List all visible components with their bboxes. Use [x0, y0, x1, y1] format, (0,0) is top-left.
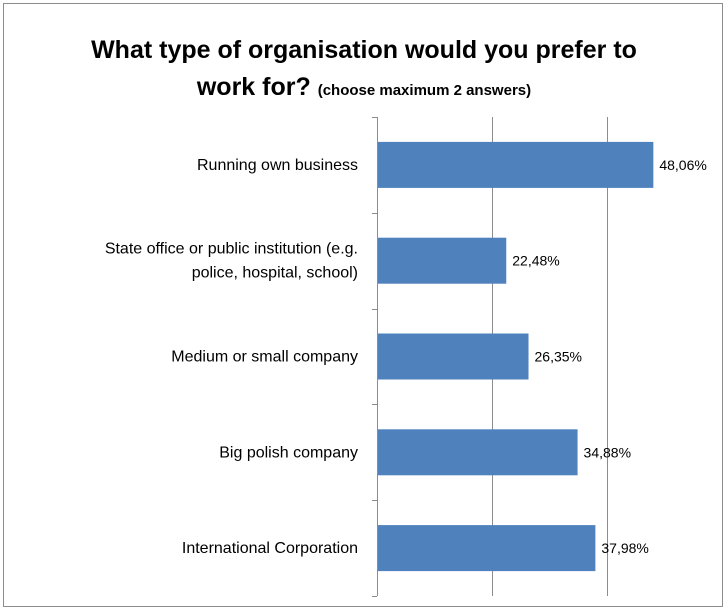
category-label-2-line-1: State office or public institution (e.g. [105, 241, 358, 258]
bar-5 [378, 525, 596, 572]
bar-1 [378, 141, 654, 188]
value-label-1: 48,06% [659, 157, 706, 173]
value-label-5: 37,98% [601, 540, 648, 556]
value-label-3: 26,35% [535, 349, 582, 365]
chart-frame [3, 3, 723, 607]
chart-title-line-1: What type of organisation would you pref… [91, 36, 637, 64]
category-label-5: International Corporation [182, 540, 358, 557]
chart-title-line-2: work for? (choose maximum 2 answers) [196, 73, 532, 101]
category-label-1: Running own business [197, 157, 358, 174]
category-label-4: Big polish company [219, 444, 358, 461]
value-label-2: 22,48% [512, 253, 559, 269]
category-label-2-line-2: police, hospital, school) [192, 265, 358, 282]
chart-title-block: What type of organisation would you pref… [0, 32, 728, 109]
bar-3 [378, 333, 529, 380]
category-label-3: Medium or small company [171, 349, 358, 366]
bar-4 [378, 429, 578, 476]
value-label-4: 34,88% [584, 444, 631, 460]
bar-2 [378, 237, 507, 284]
chart-subtitle: (choose maximum 2 answers) [317, 82, 532, 99]
